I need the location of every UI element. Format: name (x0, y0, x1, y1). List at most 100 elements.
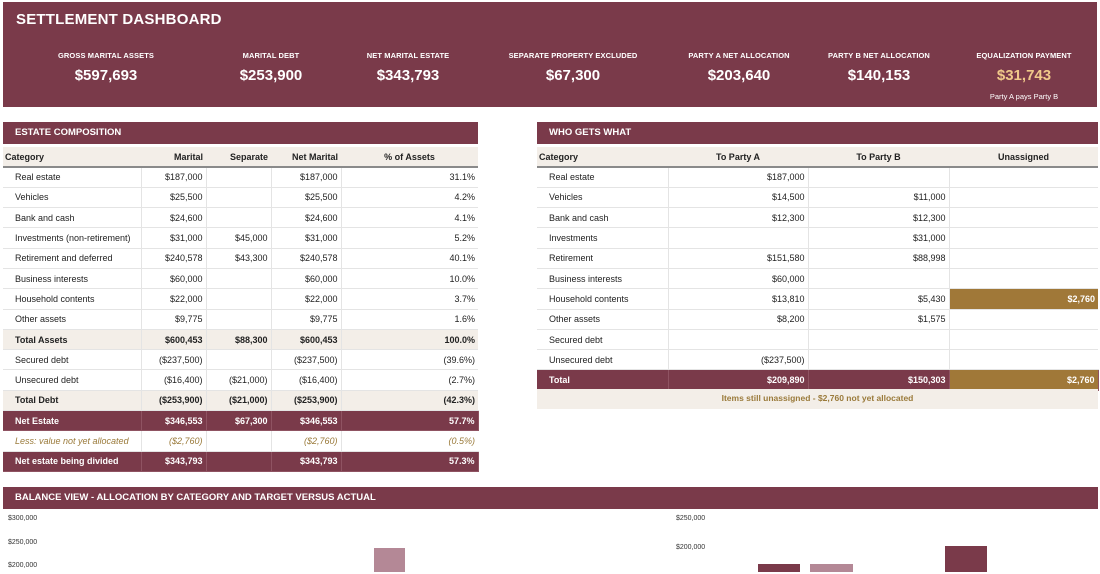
cell-value (808, 329, 950, 351)
cell-value: (39.6%) (341, 349, 478, 371)
cell-value: 10.0% (341, 268, 478, 290)
axis-tick-label: $200,000 (676, 544, 706, 551)
axis-tick-label: $200,000 (8, 562, 38, 569)
cell-value (949, 329, 1098, 351)
cell-value: ($2,760) (271, 430, 342, 452)
kpi-label: GROSS MARITAL ASSETS (57, 51, 155, 60)
table-row: Unsecured debt ($237,500) (537, 349, 1098, 371)
cell-value: $25,500 (141, 187, 207, 209)
table-row: Total Debt ($253,900) ($21,000) ($253,900)(… (3, 390, 478, 412)
row-category: Total Debt (3, 390, 142, 412)
table-row: Bank and cash $12,300 $12,300 (537, 207, 1098, 229)
balance-view-title: BALANCE VIEW - ALLOCATION BY CATEGORY AN… (3, 487, 1098, 509)
kpi-label: EQUALIZATION PAYMENT (976, 51, 1072, 60)
cell-value: $11,000 (808, 187, 950, 209)
row-category: Other assets (3, 309, 142, 330)
row-category: Vehicles (3, 187, 142, 209)
cell-value: $8,200 (668, 309, 809, 330)
axis-tick-label: $300,000 (8, 515, 38, 522)
row-category: Real estate (537, 167, 669, 188)
cell-value: (0.5%) (341, 430, 478, 452)
cell-value (949, 207, 1098, 229)
kpi-label: MARITAL DEBT (242, 51, 300, 60)
cell-value: $2,760 (949, 288, 1098, 310)
table-row: Vehicles $25,500 $25,500 4.2% (3, 187, 478, 209)
table-row: Other assets $8,200 $1,575 (537, 309, 1098, 330)
cell-value: $13,810 (668, 288, 809, 310)
cell-value: $2,760 (949, 369, 1099, 391)
cell-value: $43,300 (206, 248, 272, 269)
cell-value: $60,000 (668, 268, 809, 290)
table-row: Business interests $60,000 $60,000 10.0% (3, 268, 478, 290)
column-header: % of Assets (341, 147, 478, 168)
cell-value: $24,600 (271, 207, 342, 229)
row-category: Net estate being divided (3, 451, 142, 472)
cell-value (206, 187, 272, 209)
cell-value: $187,000 (668, 167, 809, 188)
chart-bar-target (945, 546, 987, 572)
cell-value: ($237,500) (668, 349, 809, 371)
kpi-gross-marital-assets: GROSS MARITAL ASSETS $597,693 (51, 51, 161, 84)
column-header: Unassigned (949, 147, 1098, 168)
cell-value (808, 268, 950, 290)
cell-value: (42.3%) (341, 390, 478, 412)
cell-value (949, 227, 1098, 249)
axis-tick-label: $250,000 (676, 515, 706, 522)
cell-value: $9,775 (141, 309, 207, 330)
cell-value: $9,775 (271, 309, 342, 330)
estate-composition-title: ESTATE COMPOSITION (3, 122, 478, 144)
row-category: Unsecured debt (3, 369, 142, 391)
kpi-value: $253,900 (239, 67, 303, 84)
kpi-label: SEPARATE PROPERTY EXCLUDED (508, 51, 638, 60)
cell-value (949, 187, 1098, 209)
chart-bar-party-a (758, 564, 800, 572)
estate-composition-table: Category Marital Separate Net Marital % … (3, 147, 479, 472)
cell-value (808, 349, 950, 371)
cell-value: ($237,500) (141, 349, 207, 371)
table-row: Other assets $9,775 $9,775 1.6% (3, 309, 478, 330)
cell-value: $187,000 (141, 167, 207, 188)
kpi-label: PARTY B NET ALLOCATION (828, 51, 930, 60)
cell-value: $24,600 (141, 207, 207, 229)
cell-value: ($16,400) (271, 369, 342, 391)
cell-value: 40.1% (341, 248, 478, 269)
table-row: Less: value not yet allocated ($2,760) ($2… (3, 430, 478, 452)
row-category: Other assets (537, 309, 669, 330)
cell-value: $88,300 (206, 329, 272, 351)
cell-value: 5.2% (341, 227, 478, 249)
cell-value (949, 349, 1098, 371)
row-category: Secured debt (3, 349, 142, 371)
row-category: Unsecured debt (537, 349, 669, 371)
row-category: Total (537, 369, 669, 391)
cell-value (206, 268, 272, 290)
kpi-equalization-payment: EQUALIZATION PAYMENT $31,743 Party A pay… (964, 51, 1084, 101)
cell-value: $88,998 (808, 248, 950, 269)
cell-value: ($16,400) (141, 369, 207, 391)
cell-value: 100.0% (341, 329, 478, 351)
table-row: Secured debt (537, 329, 1098, 351)
cell-value: 1.6% (341, 309, 478, 330)
row-category: Net Estate (3, 410, 142, 432)
cell-value: $343,793 (141, 451, 207, 472)
kpi-marital-debt: MARITAL DEBT $253,900 (216, 51, 326, 84)
table-row: Household contents $22,000 $22,000 3.7% (3, 288, 478, 310)
cell-value (206, 309, 272, 330)
cell-value: $5,430 (808, 288, 950, 310)
cell-value: $1,575 (808, 309, 950, 330)
table-row: Real estate $187,000 (537, 167, 1098, 188)
cell-value: $346,553 (141, 410, 207, 432)
table-row: Retirement and deferred $240,578 $43,300 $2… (3, 248, 478, 269)
kpi-separate-property: SEPARATE PROPERTY EXCLUDED $67,300 (503, 51, 643, 84)
chart-bar-category (374, 548, 405, 572)
cell-value: $67,300 (206, 410, 272, 432)
cell-value: $12,300 (808, 207, 950, 229)
cell-value: ($237,500) (271, 349, 342, 371)
row-category: Real estate (3, 167, 142, 188)
cell-value: 57.7% (341, 410, 479, 432)
kpi-value: $140,153 (847, 67, 911, 84)
cell-value: $600,453 (271, 329, 342, 351)
cell-value: $22,000 (141, 288, 207, 310)
kpi-value: $597,693 (74, 67, 138, 84)
kpi-value: $203,640 (707, 67, 771, 84)
table-row: Household contents $13,810 $5,430 $2,760 (537, 288, 1098, 310)
